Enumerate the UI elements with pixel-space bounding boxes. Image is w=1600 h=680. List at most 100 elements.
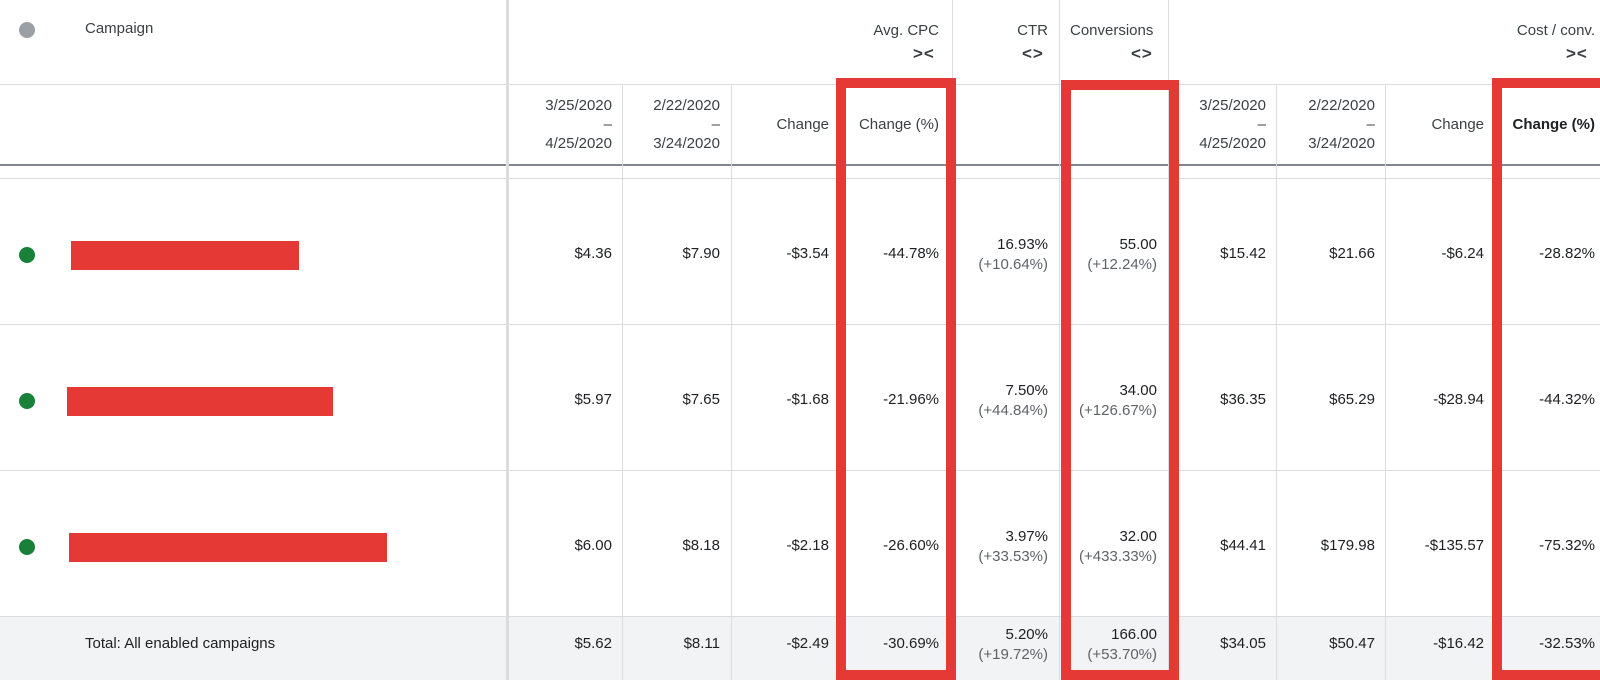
total-cost-conv-current: $34.05 (1220, 635, 1266, 652)
campaign-name-redacted[interactable] (71, 241, 299, 270)
total-cpc-previous: $8.11 (683, 635, 720, 652)
date-dash: – (1257, 116, 1266, 133)
total-ctr: 5.20% (1005, 626, 1048, 643)
total-cost-conv-change: -$16.42 (1433, 635, 1484, 652)
date-dash: – (1366, 116, 1375, 133)
campaign-name-redacted[interactable] (67, 387, 333, 416)
campaign-cost-conv-change-pct: -75.32% (1539, 537, 1595, 554)
cost-conv-range-previous[interactable]: 2/22/2020 – 3/24/2020 (1264, 96, 1375, 153)
campaign-cost-conv-change: -$135.57 (1424, 537, 1484, 554)
total-ctr-change-pct: (+19.72%) (978, 646, 1048, 663)
campaign-cost-conv-previous: $21.66 (1329, 245, 1375, 262)
conversions-column-header[interactable]: Conversions (1070, 22, 1154, 39)
col-divider (1276, 85, 1277, 680)
expand-arrows-icon[interactable]: <> (1022, 44, 1044, 63)
row-divider (0, 324, 1600, 325)
date-start: 3/25/2020 (1199, 97, 1266, 114)
date-start: 3/25/2020 (545, 97, 612, 114)
status-enabled-dot[interactable] (19, 393, 35, 409)
total-conversions: 166.00 (1111, 626, 1157, 643)
col-divider (1385, 85, 1386, 680)
campaign-cpc-change-pct: -21.96% (883, 391, 939, 408)
date-end: 4/25/2020 (545, 135, 612, 152)
header-bottom-border (0, 164, 1600, 166)
campaign-cost-conv-previous: $179.98 (1320, 537, 1375, 554)
avg-cpc-change-header[interactable]: Change (776, 116, 829, 133)
campaign-ctr: 16.93% (997, 236, 1048, 253)
campaign-conversions-change-pct: (+433.33%) (1079, 548, 1157, 565)
status-enabled-dot[interactable] (19, 539, 35, 555)
campaign-ctr: 7.50% (1005, 382, 1048, 399)
cost-conv-change-pct-header[interactable]: Change (%) (1512, 116, 1596, 133)
cost-per-conv-column-header[interactable]: Cost / conv. (1516, 22, 1595, 39)
row-divider (0, 616, 1600, 617)
frozen-column-divider (506, 0, 509, 680)
row-divider (0, 470, 1600, 471)
date-start: 2/22/2020 (1308, 97, 1375, 114)
campaign-ctr-change-pct: (+10.64%) (978, 256, 1048, 273)
expand-arrows-icon[interactable]: <> (1131, 44, 1153, 63)
campaign-cpc-change-pct: -44.78% (883, 245, 939, 262)
col-divider (1168, 0, 1169, 680)
date-start: 2/22/2020 (653, 97, 720, 114)
campaign-name-redacted[interactable] (69, 533, 387, 562)
collapse-arrows-icon[interactable]: >< (913, 44, 935, 63)
ctr-column-header[interactable]: CTR (1017, 22, 1048, 39)
campaign-cpc-change: -$2.18 (786, 537, 829, 554)
campaign-conversions: 55.00 (1119, 236, 1157, 253)
campaign-conversions-change-pct: (+12.24%) (1087, 256, 1157, 273)
total-cpc-change-pct: -30.69% (883, 635, 939, 652)
campaign-conversions: 34.00 (1119, 382, 1157, 399)
highlight-box-conversions (1061, 80, 1179, 680)
campaign-cpc-previous: $7.65 (682, 391, 720, 408)
campaign-cost-conv-change: -$6.24 (1441, 245, 1484, 262)
col-divider (622, 85, 623, 680)
campaign-ctr-change-pct: (+44.84%) (978, 402, 1048, 419)
col-divider (1059, 0, 1060, 680)
total-cost-conv-change-pct: -32.53% (1539, 635, 1595, 652)
campaign-column-header[interactable]: Campaign (85, 20, 154, 37)
campaign-cpc-current: $4.36 (574, 245, 612, 262)
campaign-cpc-change: -$1.68 (786, 391, 829, 408)
campaign-cost-conv-current: $15.42 (1220, 245, 1266, 262)
date-end: 3/24/2020 (1308, 135, 1375, 152)
campaign-cpc-current: $6.00 (574, 537, 612, 554)
campaign-cpc-current: $5.97 (574, 391, 612, 408)
row-divider-top (0, 178, 1600, 179)
total-label: Total: All enabled campaigns (85, 635, 276, 652)
header-divider (0, 84, 1600, 85)
date-dash: – (603, 116, 612, 133)
collapse-arrows-icon[interactable]: >< (1566, 44, 1588, 63)
avg-cpc-range-previous[interactable]: 2/22/2020 – 3/24/2020 (610, 96, 720, 153)
highlight-box-cost-conv-change (1492, 78, 1600, 680)
cost-conv-change-header[interactable]: Change (1431, 116, 1484, 133)
campaign-cost-conv-current: $36.35 (1220, 391, 1266, 408)
campaign-ctr: 3.97% (1005, 528, 1048, 545)
campaign-cpc-previous: $7.90 (682, 245, 720, 262)
total-row-background (0, 617, 1600, 680)
campaign-cpc-change-pct: -26.60% (883, 537, 939, 554)
highlight-box-cpc-change (836, 78, 956, 680)
date-end: 3/24/2020 (653, 135, 720, 152)
col-divider (731, 85, 732, 680)
status-enabled-dot[interactable] (19, 247, 35, 263)
campaign-cost-conv-change: -$28.94 (1433, 391, 1484, 408)
campaign-conversions-change-pct: (+126.67%) (1079, 402, 1157, 419)
campaign-ctr-change-pct: (+33.53%) (978, 548, 1048, 565)
total-conversions-change-pct: (+53.70%) (1087, 646, 1157, 663)
total-cpc-current: $5.62 (574, 635, 612, 652)
total-cpc-change: -$2.49 (786, 635, 829, 652)
avg-cpc-column-header[interactable]: Avg. CPC (873, 22, 939, 39)
campaign-cpc-previous: $8.18 (682, 537, 720, 554)
avg-cpc-change-pct-header[interactable]: Change (%) (858, 116, 939, 133)
avg-cpc-range-current[interactable]: 3/25/2020 – 4/25/2020 (500, 96, 612, 153)
campaign-cost-conv-change-pct: -28.82% (1539, 245, 1595, 262)
campaign-cost-conv-current: $44.41 (1220, 537, 1266, 554)
campaign-cpc-change: -$3.54 (786, 245, 829, 262)
campaign-conversions: 32.00 (1119, 528, 1157, 545)
status-header-dot[interactable] (19, 22, 35, 38)
date-end: 4/25/2020 (1199, 135, 1266, 152)
cost-conv-range-current[interactable]: 3/25/2020 – 4/25/2020 (1155, 96, 1266, 153)
total-cost-conv-previous: $50.47 (1329, 635, 1375, 652)
campaign-cost-conv-previous: $65.29 (1329, 391, 1375, 408)
